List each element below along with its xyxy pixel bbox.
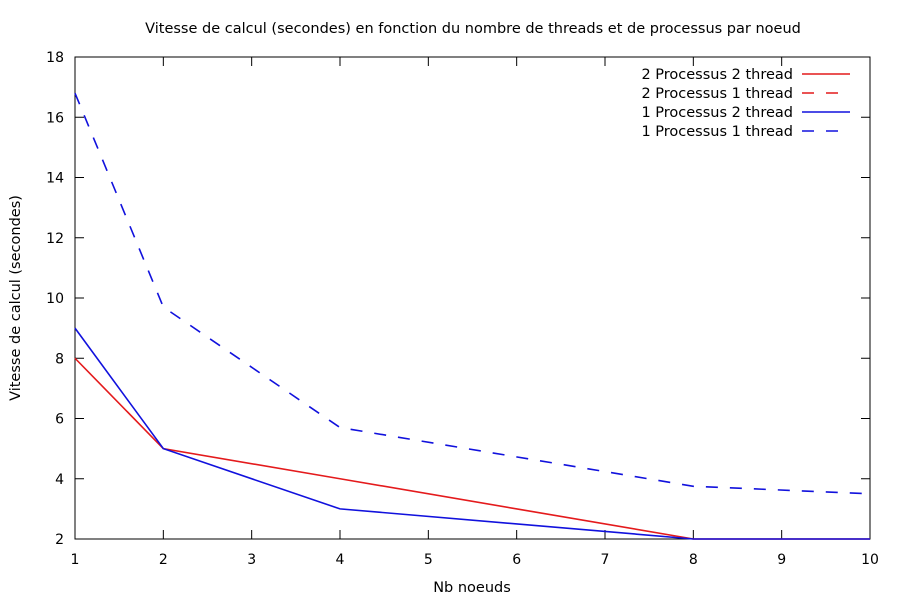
y-tick-label: 12 [46, 231, 64, 247]
y-tick-label: 14 [46, 171, 64, 187]
legend-label: 1 Processus 2 thread [641, 105, 793, 121]
legend-label: 2 Processus 2 thread [641, 67, 793, 83]
x-tick-label: 7 [601, 552, 610, 568]
y-axis-title: Vitesse de calcul (secondes) [8, 195, 24, 401]
series-line-1 [74, 357, 870, 540]
y-tick-label: 6 [55, 412, 64, 428]
legend: 2 Processus 2 thread 2 Processus 1 thread… [641, 67, 850, 140]
x-tick-label: 9 [777, 552, 786, 568]
x-tick-label: 1 [71, 552, 80, 568]
y-tick-label: 4 [55, 472, 64, 488]
legend-label: 2 Processus 1 thread [641, 86, 793, 102]
x-tick-label: 5 [424, 552, 433, 568]
x-tick-label: 4 [336, 552, 345, 568]
x-tick-label: 3 [247, 552, 256, 568]
series-line-3 [74, 327, 870, 540]
y-tick-label: 8 [55, 351, 64, 367]
series-lines [74, 92, 871, 540]
x-axis-title: Nb noeuds [433, 580, 511, 596]
x-tick-label: 6 [512, 552, 521, 568]
x-tick-label: 8 [689, 552, 698, 568]
x-tick-label: 10 [861, 552, 879, 568]
y-tick-label: 10 [46, 291, 64, 307]
y-tick-label: 18 [46, 50, 64, 66]
y-tick-label: 2 [55, 532, 64, 548]
legend-label: 1 Processus 1 thread [641, 124, 793, 140]
y-tick-label: 16 [46, 110, 64, 126]
x-tick-label: 2 [159, 552, 168, 568]
chart-title: Vitesse de calcul (secondes) en fonction… [145, 21, 801, 37]
series-line-4 [74, 92, 871, 495]
